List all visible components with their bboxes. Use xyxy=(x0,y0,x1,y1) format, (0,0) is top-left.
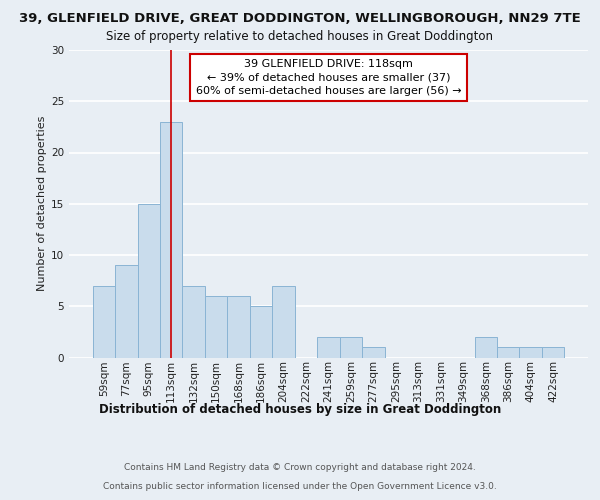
Text: Contains HM Land Registry data © Crown copyright and database right 2024.: Contains HM Land Registry data © Crown c… xyxy=(124,464,476,472)
Bar xyxy=(205,296,227,358)
Bar xyxy=(520,347,542,358)
Bar xyxy=(137,204,160,358)
Text: 39 GLENFIELD DRIVE: 118sqm
← 39% of detached houses are smaller (37)
60% of semi: 39 GLENFIELD DRIVE: 118sqm ← 39% of deta… xyxy=(196,59,461,96)
Bar xyxy=(115,265,137,358)
Bar xyxy=(92,286,115,358)
Bar xyxy=(542,347,565,358)
Bar xyxy=(497,347,520,358)
Bar xyxy=(362,347,385,358)
Bar xyxy=(250,306,272,358)
Bar xyxy=(475,337,497,357)
Bar xyxy=(160,122,182,358)
Bar xyxy=(227,296,250,358)
Text: 39, GLENFIELD DRIVE, GREAT DODDINGTON, WELLINGBOROUGH, NN29 7TE: 39, GLENFIELD DRIVE, GREAT DODDINGTON, W… xyxy=(19,12,581,26)
Bar xyxy=(182,286,205,358)
Text: Contains public sector information licensed under the Open Government Licence v3: Contains public sector information licen… xyxy=(103,482,497,491)
Bar xyxy=(272,286,295,358)
Text: Size of property relative to detached houses in Great Doddington: Size of property relative to detached ho… xyxy=(107,30,493,43)
Y-axis label: Number of detached properties: Number of detached properties xyxy=(37,116,47,292)
Text: Distribution of detached houses by size in Great Doddington: Distribution of detached houses by size … xyxy=(99,402,501,415)
Bar xyxy=(340,337,362,357)
Bar xyxy=(317,337,340,357)
